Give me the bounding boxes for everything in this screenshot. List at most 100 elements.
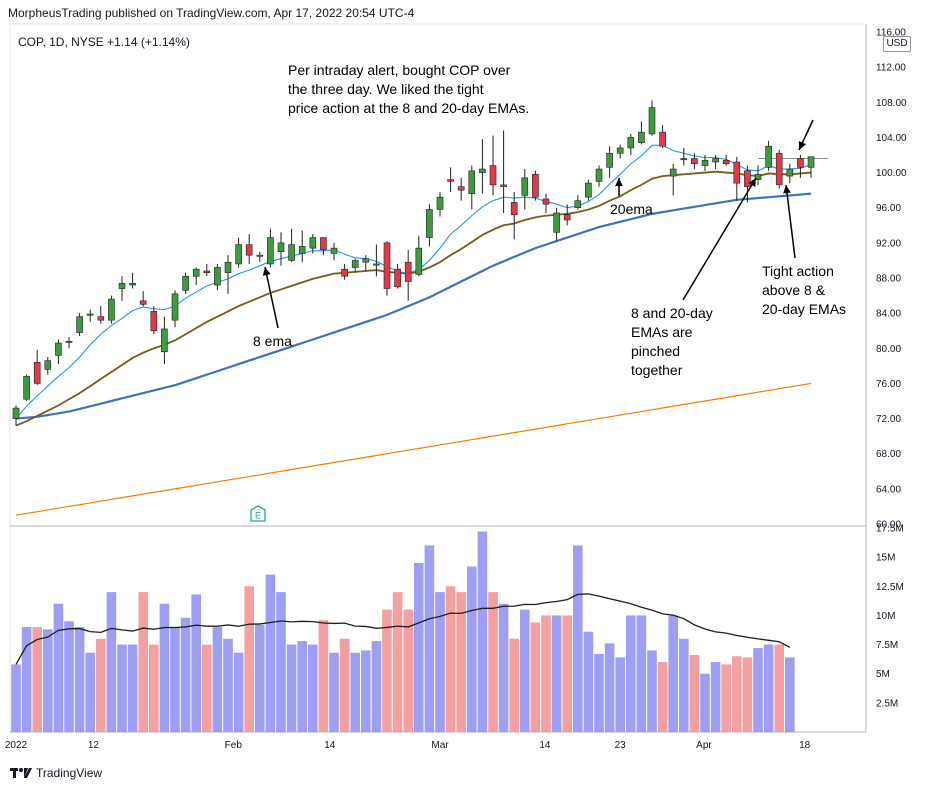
time-tick-label: 18 [799, 740, 811, 751]
arrow-entry [798, 119, 814, 151]
annotation-main-line: Per intraday alert, bought COP over [288, 62, 511, 78]
price-tick-label: 112.00 [876, 63, 906, 74]
time-tick-label: 14 [324, 740, 336, 751]
volume-bar [223, 638, 233, 732]
candle [532, 170, 539, 201]
candle-body [436, 196, 444, 210]
arrow-pinched [682, 177, 757, 301]
candle [214, 263, 221, 291]
candle-body [797, 158, 804, 168]
volume-bar [74, 627, 85, 732]
volume-bar [149, 644, 159, 732]
annotation-main: Per intraday alert, bought COP over the … [288, 61, 529, 118]
candle-body [341, 268, 348, 277]
candle-body [669, 168, 677, 177]
volume-bar [64, 621, 74, 732]
annotation-pinched-line: together [631, 362, 683, 378]
volume-bar [615, 657, 625, 732]
candle-body [786, 168, 794, 177]
price-tick-label: 68.00 [876, 449, 901, 460]
candle [139, 291, 147, 307]
candle-body [807, 156, 815, 168]
volume-bar [604, 643, 615, 732]
candle [44, 357, 52, 375]
candle-body [457, 186, 465, 191]
candle-body [139, 300, 147, 305]
footer-brand-label: TradingView [36, 766, 103, 780]
candle [563, 204, 571, 226]
volume-layer [11, 531, 795, 732]
candle-body [33, 362, 41, 384]
candle [118, 276, 126, 301]
candle [373, 244, 380, 277]
candle-body [701, 159, 709, 166]
candle-body [585, 182, 592, 198]
candle-body [510, 202, 518, 216]
moving-averages-layer [15, 144, 828, 516]
candle [775, 149, 783, 189]
candle-body [108, 298, 115, 321]
annotation-pinched-line: EMAs are [631, 324, 693, 340]
candle-body [245, 244, 253, 256]
time-tick-label: Mar [431, 740, 449, 751]
candle [797, 155, 804, 178]
currency-badge[interactable]: USD [883, 36, 911, 52]
volume-bar [212, 627, 223, 732]
earnings-icon: E [250, 505, 266, 522]
candle [669, 163, 677, 196]
candle-body [765, 145, 772, 168]
price-tick-label: 84.00 [876, 309, 901, 320]
candle [330, 242, 338, 261]
earnings-badge-label: E [255, 511, 261, 521]
time-tick-label: 14 [539, 740, 551, 751]
time-tick-label: 12 [88, 740, 100, 751]
time-tick-label: Apr [696, 740, 712, 751]
volume-bar [498, 603, 509, 732]
symbol-legend[interactable]: COP, 1D, NYSE +1.14 (+1.14%) [18, 35, 190, 49]
earnings-badge[interactable]: E [250, 505, 266, 522]
volume-bar [467, 566, 477, 732]
footer-brand[interactable]: TradingView [10, 766, 102, 780]
volume-tick-label: 10M [876, 611, 895, 622]
annotation-8ema: 8 ema [253, 333, 292, 349]
candle [171, 290, 179, 328]
candle-body [235, 244, 242, 265]
candle-body [616, 147, 624, 154]
candles-layer [12, 100, 815, 426]
candle-body [267, 237, 274, 265]
candle [129, 272, 136, 289]
volume-bar [339, 638, 350, 732]
volume-bar [180, 617, 191, 732]
candle-body [754, 174, 762, 180]
candle-body [680, 158, 688, 161]
candle [267, 228, 274, 268]
candle [182, 272, 189, 294]
volume-bar [255, 624, 265, 732]
candle [489, 135, 497, 196]
volume-bar [276, 592, 286, 732]
candle-body [775, 152, 783, 186]
volume-bar [244, 586, 254, 732]
volume-bar [435, 592, 445, 732]
volume-bar [573, 545, 583, 732]
volume-bar [763, 644, 774, 732]
volume-bar [318, 620, 329, 732]
candle-body [712, 158, 719, 163]
candle-body [468, 170, 476, 194]
volume-bar [43, 629, 53, 732]
candle [394, 263, 401, 289]
candle [616, 144, 624, 159]
candle-body [214, 267, 221, 286]
candle [807, 156, 815, 178]
annotation-pinched: 8 and 20-day EMAs are pinched together [631, 304, 713, 380]
volume-bar [32, 627, 42, 732]
candle [86, 309, 94, 322]
volume-bar [21, 627, 32, 732]
price-tick-label: 76.00 [876, 379, 901, 390]
candle-body [44, 360, 52, 370]
sma200-line [15, 382, 812, 516]
volume-tick-label: 17.5M [876, 524, 904, 535]
candle-body [118, 282, 126, 289]
candle [510, 191, 518, 240]
